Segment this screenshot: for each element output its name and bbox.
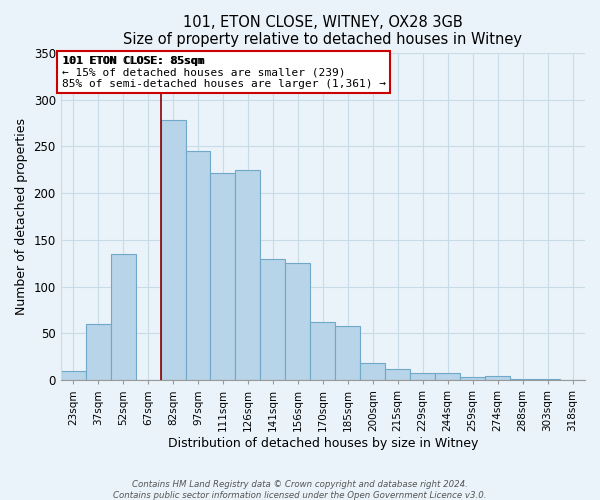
Bar <box>435 373 460 380</box>
Bar <box>110 254 136 380</box>
Text: 101 ETON CLOSE: 85sqm: 101 ETON CLOSE: 85sqm <box>63 56 205 66</box>
Bar <box>360 364 385 380</box>
Bar <box>460 378 485 380</box>
Bar <box>260 258 286 380</box>
Text: 101 ETON CLOSE: 85sqm
← 15% of detached houses are smaller (239)
85% of semi-det: 101 ETON CLOSE: 85sqm ← 15% of detached … <box>62 56 386 88</box>
Bar <box>185 151 211 380</box>
Bar <box>310 322 335 380</box>
Bar <box>86 324 110 380</box>
Bar <box>385 369 410 380</box>
Bar <box>410 373 435 380</box>
Y-axis label: Number of detached properties: Number of detached properties <box>15 118 28 315</box>
Bar <box>485 376 510 380</box>
X-axis label: Distribution of detached houses by size in Witney: Distribution of detached houses by size … <box>167 437 478 450</box>
Title: 101, ETON CLOSE, WITNEY, OX28 3GB
Size of property relative to detached houses i: 101, ETON CLOSE, WITNEY, OX28 3GB Size o… <box>124 15 523 48</box>
Bar <box>211 172 235 380</box>
Bar <box>161 120 185 380</box>
Bar <box>235 170 260 380</box>
Bar <box>335 326 360 380</box>
Bar <box>286 264 310 380</box>
Bar <box>61 371 86 380</box>
Text: Contains HM Land Registry data © Crown copyright and database right 2024.
Contai: Contains HM Land Registry data © Crown c… <box>113 480 487 500</box>
